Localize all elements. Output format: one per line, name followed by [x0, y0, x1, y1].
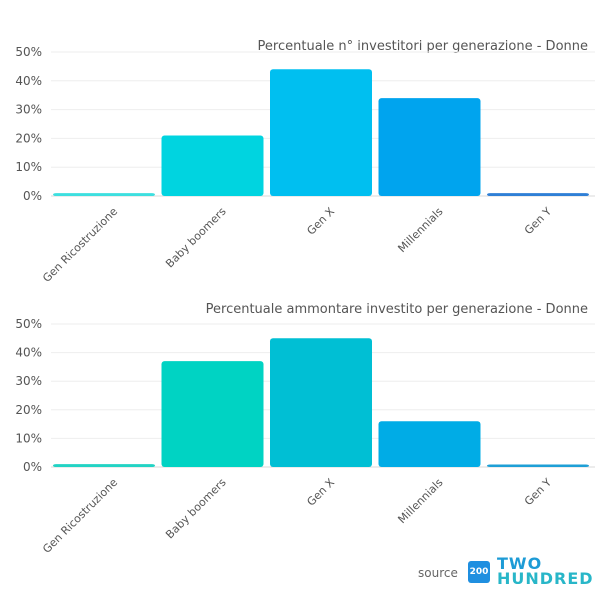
x-tick-label: Gen Ricostruzione — [40, 476, 120, 556]
y-tick-label: 30% — [15, 103, 42, 117]
y-tick-label: 10% — [15, 431, 42, 445]
x-tick-label: Millennials — [395, 205, 445, 255]
bar — [270, 69, 372, 196]
x-tick-label: Gen X — [304, 476, 337, 509]
y-tick-label: 40% — [15, 346, 42, 360]
x-tick-label: Gen Y — [522, 476, 554, 508]
x-tick-label: Gen Y — [522, 205, 554, 237]
bar — [487, 464, 589, 467]
y-tick-label: 30% — [15, 374, 42, 388]
y-tick-label: 20% — [15, 131, 42, 145]
bar — [161, 361, 264, 467]
x-tick-label: Gen X — [304, 205, 337, 238]
y-tick-label: 0% — [23, 189, 42, 203]
bar — [378, 98, 481, 196]
logo-word-line1: TWO — [497, 554, 543, 573]
bar — [53, 464, 155, 467]
x-tick-label: Gen Ricostruzione — [40, 205, 120, 285]
chart-title: Percentuale n° investitori per generazio… — [258, 39, 588, 54]
y-tick-label: 0% — [23, 460, 42, 474]
x-tick-label: Millennials — [395, 476, 445, 526]
bar — [53, 193, 155, 196]
y-tick-label: 40% — [15, 74, 42, 88]
bar — [378, 421, 481, 467]
source-label: source — [418, 566, 458, 580]
chart-amount-invested: Percentuale ammontare investito per gene… — [15, 302, 595, 556]
two-hundred-logo-icon: 200 — [468, 561, 490, 583]
bar — [270, 338, 372, 467]
two-hundred-logo-wordmark: TWO HUNDRED — [497, 554, 594, 588]
y-tick-label: 10% — [15, 160, 42, 174]
bar — [161, 135, 264, 196]
bar — [487, 193, 589, 196]
logo-word-line2: HUNDRED — [497, 569, 594, 588]
y-tick-label: 20% — [15, 403, 42, 417]
y-tick-label: 50% — [15, 45, 42, 59]
chart-title: Percentuale ammontare investito per gene… — [206, 302, 588, 317]
x-tick-label: Baby boomers — [163, 476, 229, 542]
x-tick-label: Baby boomers — [163, 205, 229, 271]
y-tick-label: 50% — [15, 317, 42, 331]
chart-investors-count: Percentuale n° investitori per generazio… — [15, 39, 595, 285]
